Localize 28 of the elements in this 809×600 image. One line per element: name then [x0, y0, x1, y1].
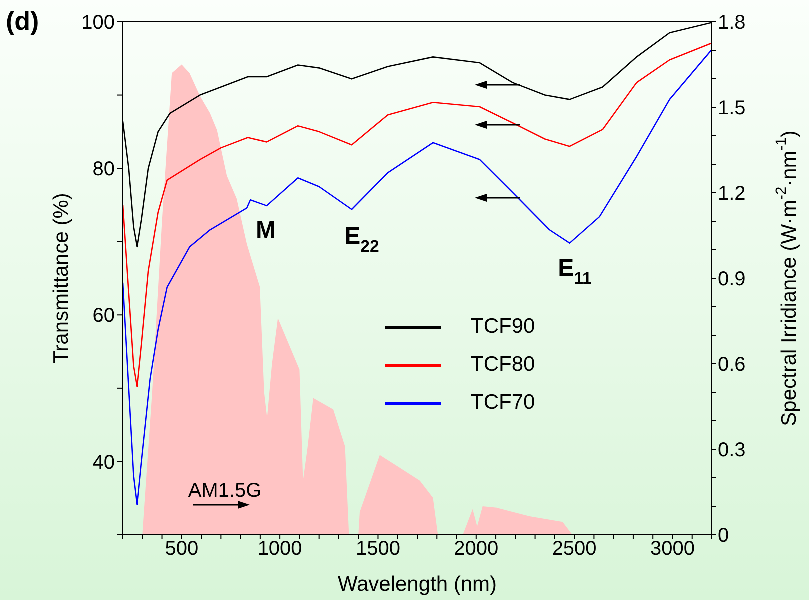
y2-tick-label: 1.8: [718, 12, 746, 34]
x-axis-title: Wavelength (nm): [338, 572, 498, 596]
y-tick-label: 40: [92, 452, 115, 474]
y-tick-label: 80: [92, 158, 115, 181]
legend-label: TCF70: [471, 391, 536, 415]
x-tick-label: 1000: [258, 538, 302, 560]
x-tick-label: 1500: [356, 538, 400, 560]
legend-label: TCF80: [471, 353, 536, 377]
legend-label: TCF90: [471, 315, 536, 339]
y2-tick-label: 0.6: [718, 354, 746, 376]
y-tick-label: 60: [92, 305, 115, 328]
y2-tick-label: 0.9: [718, 268, 746, 291]
y2-tick-label: 1.2: [718, 183, 746, 206]
x-tick-label: 2500: [552, 538, 597, 560]
x-tick-label: 500: [165, 538, 199, 560]
annotation: M: [256, 217, 276, 244]
y2-tick-label: 0: [718, 525, 730, 548]
annotation: AM1.5G: [188, 480, 262, 502]
annotation: E$_{11}$: [558, 255, 592, 288]
x-tick-label: 3000: [650, 538, 695, 560]
annotation: E$_{22}$: [344, 223, 380, 256]
y2-tick-label: 0.3: [718, 440, 746, 462]
line-series: [123, 42, 712, 388]
y-axis-title: Transmittance (%): [50, 193, 73, 364]
x-tick-label: 2000: [454, 538, 499, 560]
y2-tick-label: 1.5: [718, 98, 746, 120]
y-tick-label: 100: [82, 12, 115, 34]
chart-title: (d): [6, 6, 40, 36]
